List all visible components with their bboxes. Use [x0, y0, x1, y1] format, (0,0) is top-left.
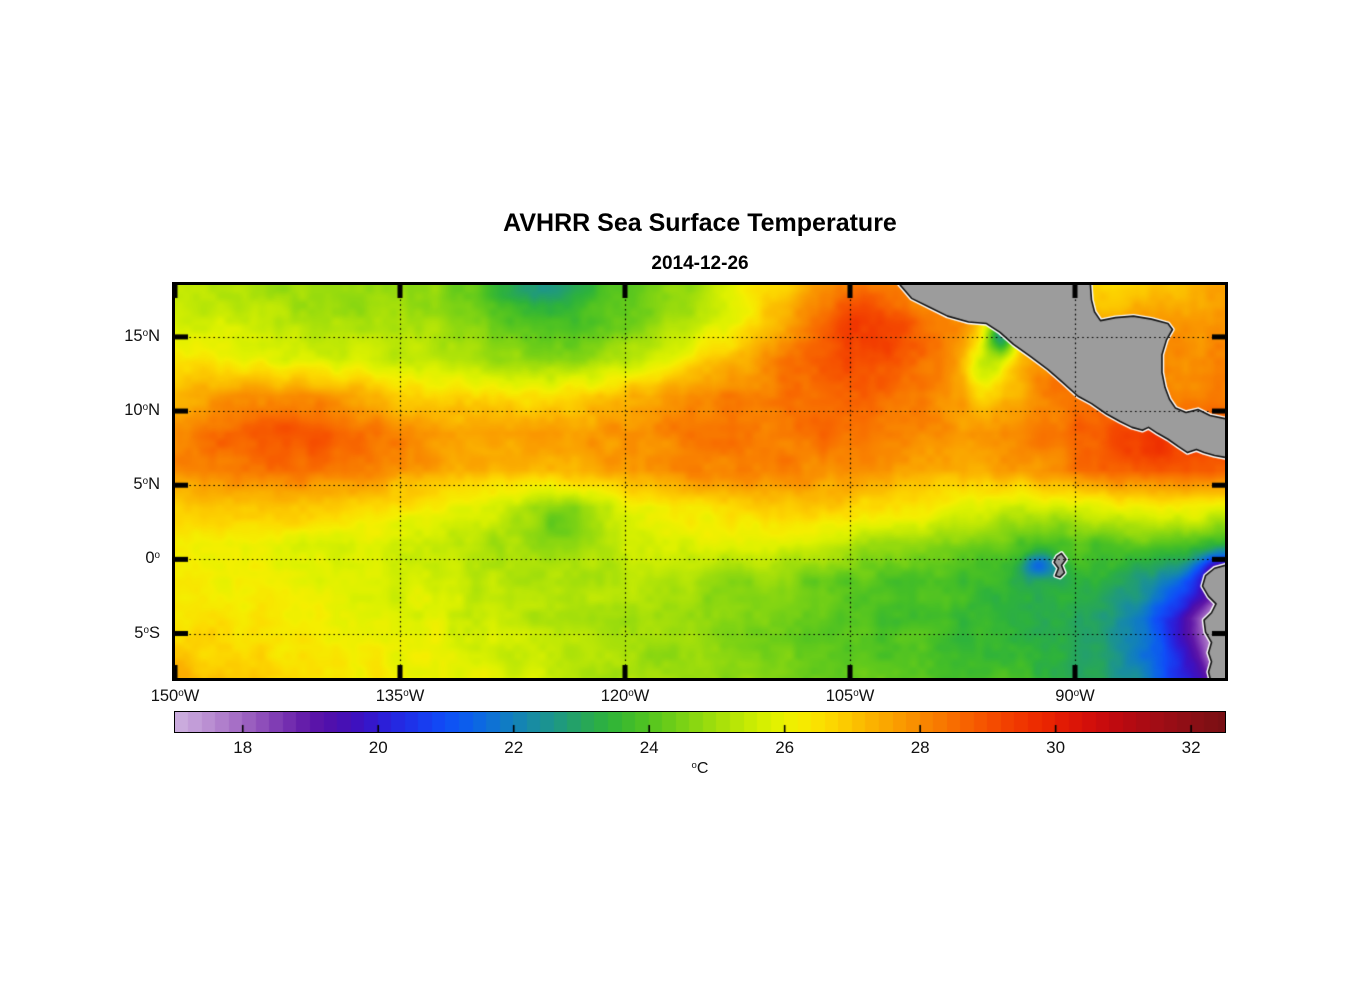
chart-subtitle: 2014-12-26 [651, 253, 749, 274]
colorbar-tick-label: 28 [910, 738, 930, 757]
lat-tick-label: 10oN [124, 401, 160, 420]
colorbar-tick-label: 20 [368, 738, 388, 757]
lat-tick-label: 0o [145, 549, 160, 568]
lon-tick-label: 150oW [150, 687, 200, 705]
colorbar-tick-label: 32 [1181, 738, 1201, 757]
lon-tick-label: 90oW [1055, 687, 1095, 705]
colorbar-tick-label: 30 [1046, 738, 1066, 757]
map-frame [172, 282, 1228, 681]
degree-symbol: o [691, 760, 697, 772]
colorbar-tick-label: 22 [504, 738, 524, 757]
colorbar-tick-label: 26 [775, 738, 795, 757]
colorbar-tick-label: 24 [639, 738, 659, 757]
unit-text: C [696, 760, 709, 777]
lon-tick-label: 120oW [600, 687, 650, 705]
colorbar-unit-label: oC [175, 760, 1225, 778]
lon-tick-label: 135oW [375, 687, 425, 705]
colorbar-frame [174, 711, 1226, 733]
sst-map-canvas [175, 285, 1225, 678]
lat-tick-label: 15oN [124, 326, 160, 345]
colorbar-tick-label: 18 [233, 738, 253, 757]
lat-tick-label: 5oN [133, 475, 160, 494]
colorbar-canvas [175, 712, 1225, 732]
lat-tick-label: 5oS [134, 623, 160, 642]
lon-tick-label: 105oW [825, 687, 875, 705]
chart-title: AVHRR Sea Surface Temperature [503, 209, 897, 237]
